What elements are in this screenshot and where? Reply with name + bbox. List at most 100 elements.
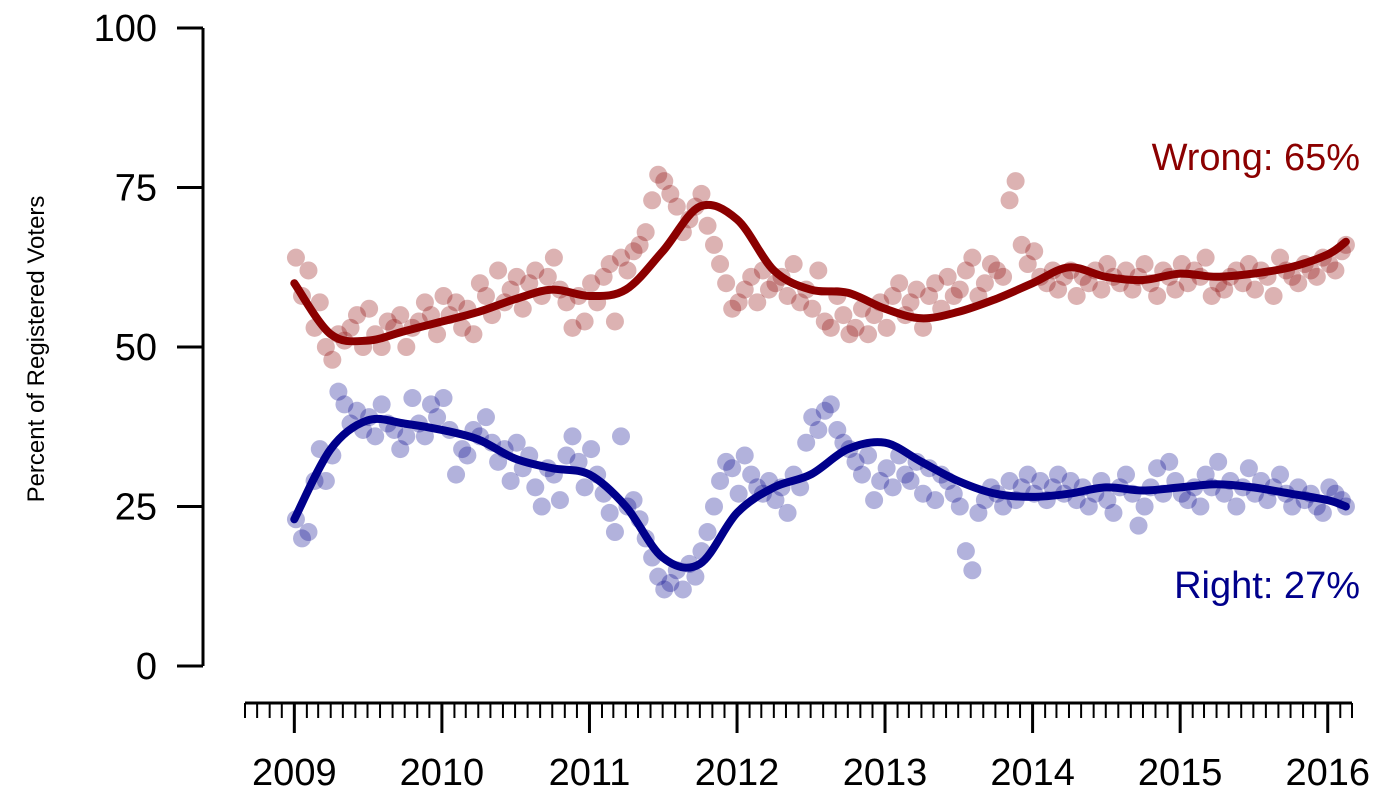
point-wrong [890,274,909,293]
point-wrong [605,312,624,331]
point-right [815,401,834,420]
point-wrong [988,261,1007,280]
x-tick-label-2010: 2010 [400,752,485,790]
point-right [329,382,348,401]
point-right [366,427,385,446]
point-wrong [582,274,601,293]
point-right [956,542,975,561]
point-right [686,567,705,586]
point-right [969,503,988,522]
point-right [1018,465,1037,484]
point-wrong [944,286,963,305]
point-wrong [784,255,803,274]
point-right [391,440,410,459]
point-wrong [759,280,778,299]
point-wrong [1178,274,1197,293]
point-wrong [299,261,318,280]
point-right [1320,478,1339,497]
series-label-wrong: Wrong: 65% [1152,137,1360,179]
point-right [1215,484,1234,503]
point-wrong [821,318,840,337]
point-right [1031,471,1050,490]
point-wrong [729,293,748,312]
point-right [729,484,748,503]
point-wrong [723,299,742,318]
point-wrong [630,235,649,254]
point-right [914,484,933,503]
point-right [1012,478,1031,497]
point-right [698,523,717,542]
point-wrong [1283,267,1302,286]
point-wrong [692,184,711,203]
point-wrong [994,267,1013,286]
point-right [994,497,1013,516]
point-wrong [618,261,637,280]
point-right [735,446,754,465]
point-wrong [803,299,822,318]
x-tick-label-2012: 2012 [695,752,780,790]
point-right [1191,497,1210,516]
point-wrong [840,325,859,344]
x-tick-label-2013: 2013 [843,752,928,790]
x-tick-label-2009: 2009 [252,752,337,790]
point-wrong [575,312,594,331]
x-axis-ticks: 2009 2010 2011 2012 2013 2014 2015 2016 [244,703,1370,794]
points-right [286,382,1355,599]
point-wrong [914,318,933,337]
y-axis-label: Percent of Registered Voters [23,196,50,503]
point-wrong [1135,255,1154,274]
point-wrong [667,197,686,216]
point-right [1160,452,1179,471]
point-right [372,395,391,414]
point-right [1104,503,1123,522]
point-right [877,459,896,478]
point-right [1271,465,1290,484]
point-wrong [1239,255,1258,274]
point-wrong [464,325,483,344]
points-wrong [286,165,1355,369]
point-wrong [323,350,342,369]
x-tick-label-2011: 2011 [549,752,631,790]
point-wrong [316,338,335,356]
point-right [550,491,569,510]
point-wrong [938,267,957,286]
point-right [397,427,416,446]
point-right [1135,497,1154,516]
point-right [717,452,736,471]
point-wrong [544,248,563,267]
point-wrong [1215,280,1234,299]
point-wrong [391,306,410,325]
point-wrong [698,216,717,235]
point-right [501,471,520,490]
point-right [600,503,619,522]
point-right [421,395,440,414]
point-wrong [1018,255,1037,274]
point-right [453,440,472,459]
x-tick-label-2015: 2015 [1138,752,1223,790]
point-wrong [341,318,360,337]
point-wrong [859,325,878,344]
point-wrong [1202,286,1221,305]
point-wrong [883,286,902,305]
point-wrong [981,255,1000,274]
trend-line-right [290,414,1350,572]
point-wrong [1025,242,1044,261]
point-right [1129,516,1148,535]
point-wrong [415,293,434,312]
point-wrong [1264,286,1283,305]
point-right [1049,465,1068,484]
point-wrong [1326,261,1345,280]
point-right [1098,491,1117,510]
point-wrong [1098,255,1117,274]
point-right [507,433,526,452]
point-wrong [624,242,643,261]
point-wrong [434,286,453,305]
y-axis-ticks: 0 25 50 75 100 [94,8,203,688]
point-right [1196,465,1215,484]
point-right [434,389,453,408]
point-wrong [865,306,884,325]
point-right [673,580,692,599]
point-wrong [1006,172,1025,191]
point-right [828,420,847,439]
